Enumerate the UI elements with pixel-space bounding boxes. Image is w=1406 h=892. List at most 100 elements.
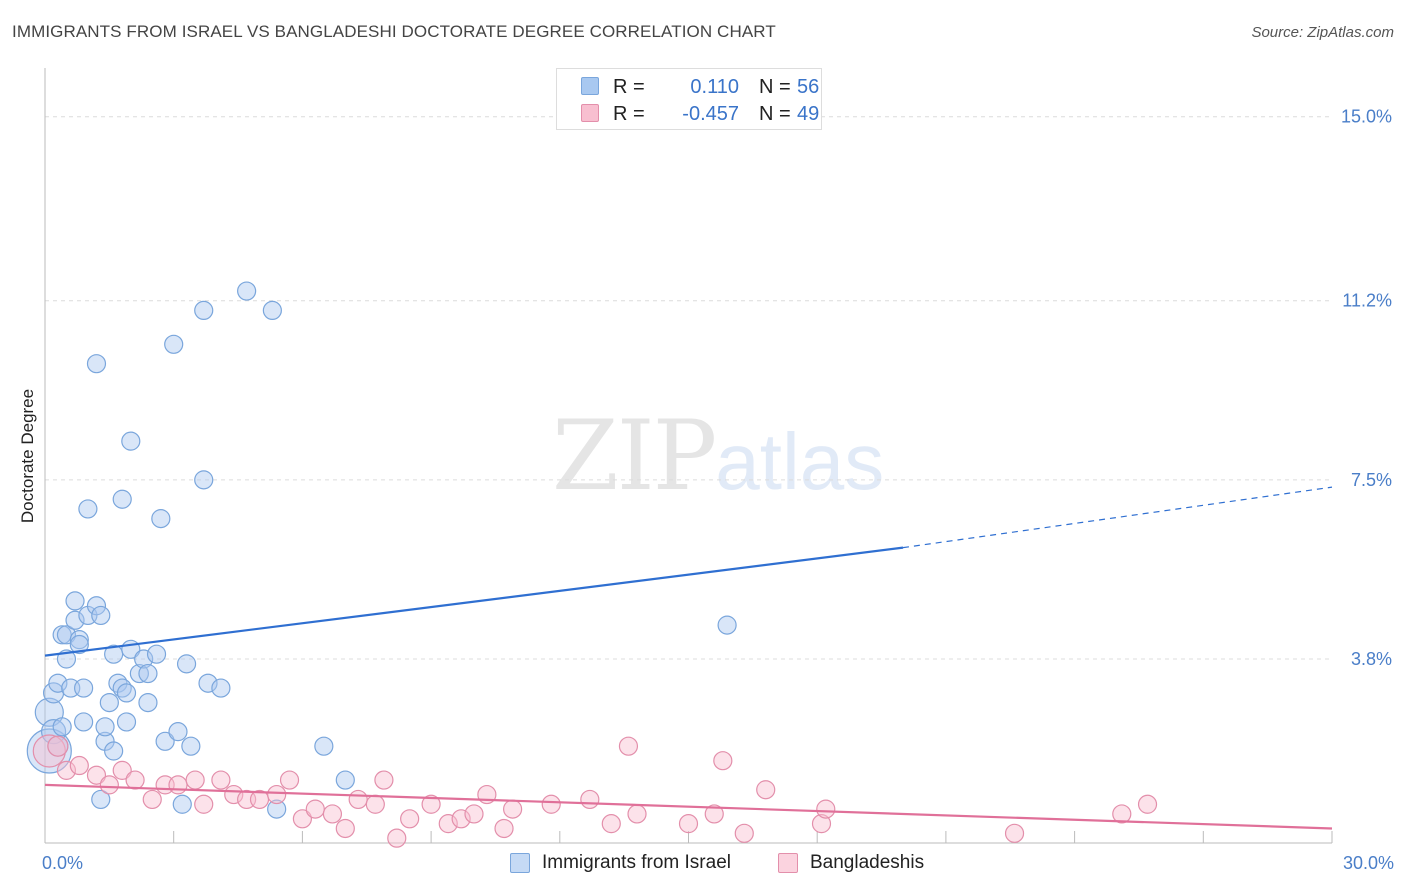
data-point-israel	[116, 712, 137, 732]
data-point-israel	[91, 789, 111, 810]
legend-r-label: R =	[613, 76, 645, 98]
x-tick-label: 0.0%	[42, 853, 83, 873]
data-point-israel	[717, 615, 737, 635]
data-point-bangladeshi	[464, 804, 484, 824]
data-point-bangladeshi	[125, 770, 145, 790]
data-point-bangladeshi	[811, 814, 832, 834]
y-tick-label: 7.5%	[1351, 470, 1392, 490]
data-point-israel	[335, 770, 355, 790]
data-point-bangladeshi	[387, 828, 407, 848]
data-point-bangladeshi	[756, 780, 776, 800]
data-point-bangladeshi	[421, 794, 441, 814]
trend-line-israel-projection	[902, 486, 1333, 549]
watermark: ZIPatlas	[552, 400, 884, 512]
data-point-bangladeshi	[99, 775, 119, 795]
data-point-israel	[198, 673, 218, 693]
legend-n-label: N =	[759, 76, 791, 98]
data-point-israel	[267, 799, 287, 819]
watermark-atlas: atlas	[715, 417, 885, 506]
legend-r-label: R =	[613, 103, 645, 125]
data-point-israel	[164, 334, 184, 354]
data-point-bangladeshi	[601, 814, 621, 834]
data-point-bangladeshi	[1137, 794, 1158, 814]
y-tick-label: 15.0%	[1341, 107, 1392, 127]
legend-r-value: -0.457	[682, 103, 739, 125]
chart-title: IMMIGRANTS FROM ISRAEL VS BANGLADESHI DO…	[12, 22, 776, 41]
data-point-israel	[86, 354, 107, 374]
data-point-bangladeshi	[211, 770, 231, 790]
x-tick-label: 30.0%	[1343, 853, 1394, 873]
data-point-israel	[211, 678, 231, 698]
data-point-bangladeshi	[142, 789, 162, 810]
data-point-israel	[40, 719, 67, 745]
legend-label-bangladeshi: Bangladeshis	[810, 852, 925, 873]
data-point-bangladeshi	[56, 760, 77, 780]
data-point-israel	[65, 610, 85, 630]
data-point-israel	[112, 489, 132, 509]
data-point-israel	[146, 644, 167, 664]
data-point-bangladeshi	[816, 799, 836, 819]
legend-n-value: 49	[797, 103, 820, 125]
data-point-israel	[168, 722, 188, 742]
data-point-bangladeshi	[1004, 823, 1025, 843]
data-point-israel	[104, 741, 124, 761]
data-point-bangladeshi	[292, 809, 312, 829]
data-point-bangladeshi	[678, 814, 699, 834]
data-point-bangladeshi	[112, 760, 132, 780]
legend-swatch-israel	[581, 77, 599, 95]
data-point-bangladeshi	[580, 789, 600, 810]
data-point-israel	[91, 605, 111, 626]
data-point-israel	[69, 630, 89, 650]
data-point-israel	[95, 717, 115, 737]
data-point-bangladeshi	[69, 755, 89, 776]
y-tick-label: 3.8%	[1351, 649, 1392, 669]
data-point-israel	[56, 625, 77, 645]
data-point-bangladeshi	[335, 818, 355, 839]
data-point-israel	[172, 794, 192, 814]
trend-line-bangladeshi	[44, 783, 1333, 830]
data-point-israel	[155, 731, 175, 751]
data-point-israel	[86, 596, 107, 616]
data-point-bangladeshi	[541, 794, 561, 814]
legend-n-value: 56	[797, 76, 820, 98]
data-point-bangladeshi	[438, 814, 458, 834]
data-point-israel	[78, 499, 98, 519]
legend-label-israel: Immigrants from Israel	[542, 852, 731, 873]
data-point-bangladeshi	[704, 804, 724, 824]
data-point-bangladeshi	[627, 804, 647, 824]
data-point-bangladeshi	[348, 789, 368, 810]
y-tick-label: 11.2%	[1342, 291, 1392, 311]
data-point-israel	[52, 717, 72, 737]
data-point-bangladeshi	[168, 775, 188, 795]
data-point-bangladeshi	[305, 799, 325, 819]
data-point-bangladeshi	[734, 823, 754, 843]
legend-swatch-bangladeshi	[581, 104, 599, 122]
data-point-israel	[48, 673, 68, 693]
data-point-bangladeshi	[322, 804, 343, 824]
data-point-israel	[262, 300, 282, 321]
data-point-israel	[69, 634, 89, 655]
data-point-israel	[151, 509, 171, 529]
data-point-israel	[237, 281, 257, 301]
source-label: Source: ZipAtlas.com	[1251, 24, 1394, 41]
data-point-bangladeshi	[494, 818, 514, 839]
data-point-israel	[138, 663, 158, 684]
data-point-israel	[181, 736, 201, 756]
watermark-zip: ZIP	[552, 400, 717, 512]
data-point-israel	[74, 712, 94, 732]
data-point-bangladeshi	[400, 809, 420, 829]
data-point-israel	[138, 692, 158, 713]
data-point-bangladeshi	[47, 735, 69, 757]
data-point-bangladeshi	[1112, 804, 1132, 824]
legend-correlation: R = 0.110 N = 56 R = -0.457 N = 49	[556, 68, 822, 130]
data-point-israel	[65, 591, 85, 611]
data-point-israel	[194, 300, 214, 321]
data-point-israel	[116, 683, 137, 703]
legend-r-value: 0.110	[690, 76, 739, 98]
data-point-bangladeshi	[86, 765, 107, 785]
trend-line-israel	[44, 546, 904, 657]
data-point-bangladeshi	[185, 770, 205, 790]
data-point-israel	[121, 431, 141, 451]
data-point-israel	[194, 470, 214, 490]
